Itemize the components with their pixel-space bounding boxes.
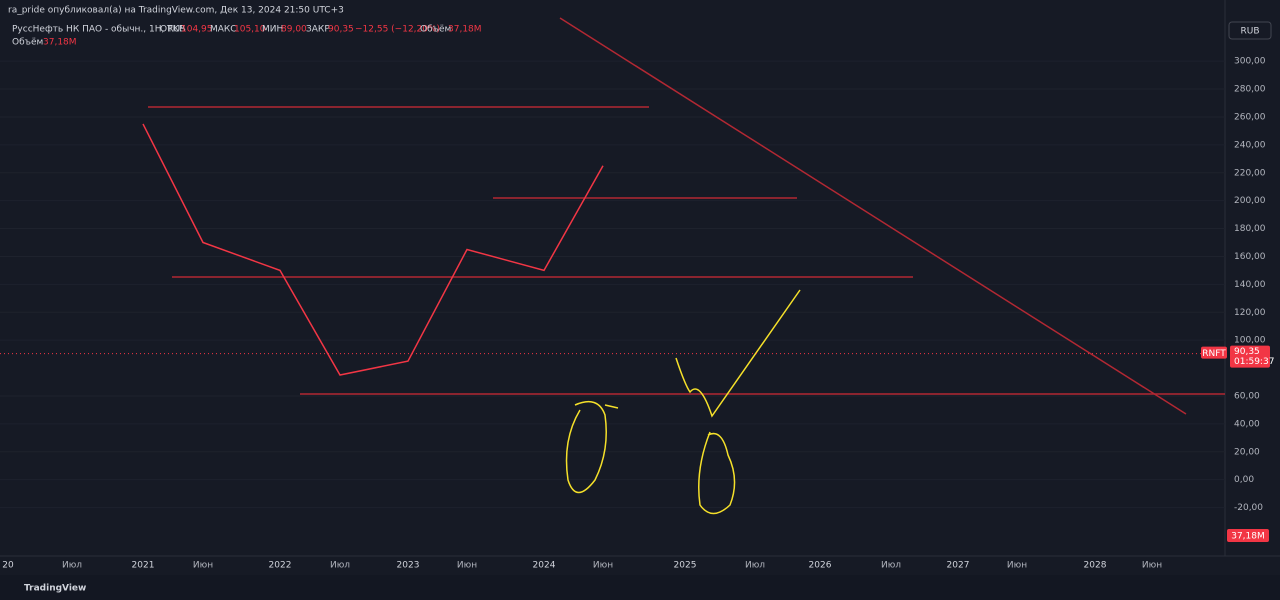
ticker-bg xyxy=(1201,346,1227,359)
currency-button[interactable] xyxy=(1228,21,1272,40)
y-tick-label: 220,00 xyxy=(1234,168,1266,178)
x-tick-label: 20 xyxy=(2,561,14,571)
x-tick-label: Июл xyxy=(330,561,350,571)
y-tick-label: 200,00 xyxy=(1234,196,1266,206)
yellow-circle xyxy=(565,400,619,494)
brand: TradingView xyxy=(24,584,86,594)
open: 104,95 xyxy=(181,25,213,35)
y-tick-label: 120,00 xyxy=(1234,308,1266,318)
y-tick-label: 180,00 xyxy=(1234,224,1266,234)
y-tick-label: 60,00 xyxy=(1234,391,1260,401)
y-tick-label: 280,00 xyxy=(1234,85,1266,95)
close: 90,35 xyxy=(328,25,354,35)
x-tick-label: 2022 xyxy=(269,561,292,571)
volume-label: Объём xyxy=(420,25,451,35)
yellow-circle xyxy=(698,431,736,515)
drawings xyxy=(148,17,1225,515)
x-tick-label: Июл xyxy=(745,561,765,571)
y-tick-label: 160,00 xyxy=(1234,252,1266,262)
y-tick-label: 0,00 xyxy=(1234,475,1254,485)
high-label: МАКС xyxy=(210,25,237,35)
y-tick-label: 300,00 xyxy=(1234,57,1266,67)
open-label: ОТКР xyxy=(160,25,185,35)
y-tick-label: 100,00 xyxy=(1234,336,1266,346)
x-tick-label: 2024 xyxy=(533,561,556,571)
x-tick-label: Июн xyxy=(1142,561,1162,571)
last-price: 90,35 xyxy=(1234,347,1260,357)
x-tick-label: 2021 xyxy=(132,561,155,571)
low: 89,00 xyxy=(281,25,307,35)
x-tick-label: Июн xyxy=(593,561,613,571)
volume-badge-bg xyxy=(1227,529,1269,542)
volume-row-value: 37,18M xyxy=(43,38,77,48)
volume-badge: 37,18M xyxy=(1231,532,1265,542)
y-tick-label: 240,00 xyxy=(1234,140,1266,150)
footer-bar xyxy=(0,575,1280,600)
y-tick-label: 20,00 xyxy=(1234,447,1260,457)
volume-row-label: Объём xyxy=(12,38,43,48)
x-tick-label: Июл xyxy=(62,561,82,571)
legend: РуссНефть НК ПАО - обычн., 1Н, RUS ОТКР … xyxy=(12,25,482,48)
yellow-scribble xyxy=(675,289,801,418)
y-tick-label: 40,00 xyxy=(1234,419,1260,429)
ticker: RNFT xyxy=(1202,349,1226,359)
x-tick-label: Июн xyxy=(1007,561,1027,571)
y-tick-label: 260,00 xyxy=(1234,112,1266,122)
x-tick-label: 2028 xyxy=(1084,561,1107,571)
y-tick-label: 140,00 xyxy=(1234,280,1266,290)
y-tick-label: -20,00 xyxy=(1234,503,1263,513)
change: −12,55 (−12,20%) xyxy=(355,25,440,35)
symbol: РуссНефть НК ПАО - обычн., 1Н, RUS xyxy=(12,25,186,35)
currency[interactable]: RUB xyxy=(1240,27,1259,37)
x-tick-label: 2027 xyxy=(947,561,970,571)
x-tick-label: Июн xyxy=(193,561,213,571)
x-tick-label: Июн xyxy=(457,561,477,571)
high: 105,10 xyxy=(234,25,266,35)
x-tick-label: 2026 xyxy=(809,561,832,571)
x-tick-label: 2025 xyxy=(674,561,697,571)
price-line xyxy=(142,123,604,376)
volume: 37,18M xyxy=(448,25,482,35)
x-tick-label: Июл xyxy=(881,561,901,571)
publisher: ra_pride опубликовал(а) на TradingView.c… xyxy=(8,6,344,16)
trend-line xyxy=(559,17,1187,415)
low-label: МИН xyxy=(262,25,283,35)
countdown: 01:59:37 xyxy=(1234,357,1274,367)
last-price-bg xyxy=(1230,345,1270,368)
close-label: ЗАКР xyxy=(306,25,330,35)
x-tick-label: 2023 xyxy=(397,561,420,571)
